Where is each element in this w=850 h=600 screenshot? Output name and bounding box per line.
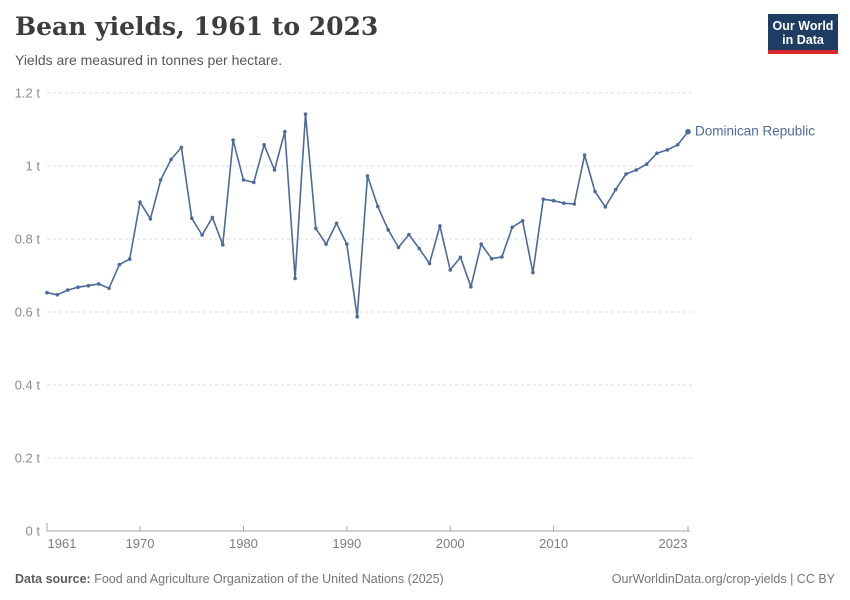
data-point [572,202,577,206]
data-point [593,189,597,194]
data-point [376,204,380,209]
data-point [345,242,349,246]
x-axis-tick-label: 1970 [126,536,155,551]
data-point [138,200,142,204]
data-point [314,226,318,231]
data-point [665,148,670,152]
y-axis-tick-label: 0.2 t [15,451,41,466]
data-point [148,217,153,221]
data-point [334,221,339,226]
data-point [355,314,360,319]
data-point [469,285,473,289]
page-title: Bean yields, 1961 to 2023 [15,12,379,41]
data-point [510,225,514,230]
data-point [386,228,391,232]
x-axis-tick-label: 2023 [659,536,688,551]
data-point [489,256,494,261]
series-line [46,113,689,318]
data-point [685,128,691,135]
data-point [96,282,101,286]
y-axis-tick-label: 0.8 t [15,232,41,247]
x-axis-tick-label: 1990 [332,536,361,551]
data-point [644,162,649,166]
x-axis-tick-label: 1980 [229,536,258,551]
data-point [520,219,525,223]
data-point [252,180,256,185]
line-chart: 0 t 0.2 t 0.4 t 0.6 t 0.8 t 1 t 1.2 t 1961 1970 1… [15,86,816,552]
data-point [500,255,504,259]
data-point [541,197,546,201]
y-axis-tick-label: 1 t [26,159,41,174]
y-axis-tick-label: 0 t [26,524,41,539]
data-point [624,172,628,176]
data-point [417,246,422,251]
data-point [200,233,204,237]
data-point [407,232,411,237]
data-point [45,290,49,295]
x-axis-tick-label: 2010 [539,536,568,551]
chart-footer: Data source: Food and Agriculture Organi… [15,572,835,586]
data-point [562,201,566,205]
data-point [127,257,132,261]
data-point [86,283,91,288]
data-point [272,168,277,172]
data-point [241,178,246,182]
data-point [365,174,370,178]
data-point [210,215,215,220]
y-axis-tick-label: 0.6 t [15,305,41,320]
data-point [65,288,70,292]
data-point [76,285,80,289]
data-point [293,276,297,281]
data-point [655,151,659,155]
data-point [221,243,225,247]
owid-logo-line1: Our World [772,19,834,33]
data-point [582,153,587,157]
data-point [107,286,111,291]
data-point [169,157,173,162]
data-source-text: Food and Agriculture Organization of the… [90,572,444,586]
series-label: Dominican Republic [695,124,815,139]
data-point [448,268,453,272]
data-point [603,205,608,209]
data-point [613,187,618,192]
data-point [189,216,194,220]
data-point [427,261,432,266]
x-axis-tick-label: 1961 [48,536,77,551]
data-point [458,255,463,260]
data-point [324,242,328,246]
data-point [179,145,184,150]
data-point [396,245,401,250]
data-point [675,143,680,147]
data-source: Data source: Food and Agriculture Organi… [15,572,444,586]
data-point [55,293,60,297]
data-point [479,242,484,246]
data-point [551,198,556,203]
data-point [438,224,442,228]
data-point [262,143,266,147]
data-point [634,168,639,172]
data-point [303,112,308,116]
owid-logo[interactable]: Our World in Data [768,14,838,54]
x-axis-tick-label: 2000 [436,536,465,551]
data-point [231,138,235,142]
credit-link[interactable]: OurWorldinData.org/crop-yields | CC BY [611,572,835,586]
data-point [283,129,287,134]
data-point [158,178,163,182]
data-point [117,262,122,267]
owid-logo-line2: in Data [782,33,824,47]
data-source-label: Data source: [15,572,91,586]
chart-subtitle: Yields are measured in tonnes per hectar… [15,52,283,68]
data-point [531,270,535,275]
y-axis-tick-label: 1.2 t [15,86,41,101]
y-axis-tick-label: 0.4 t [15,378,41,393]
